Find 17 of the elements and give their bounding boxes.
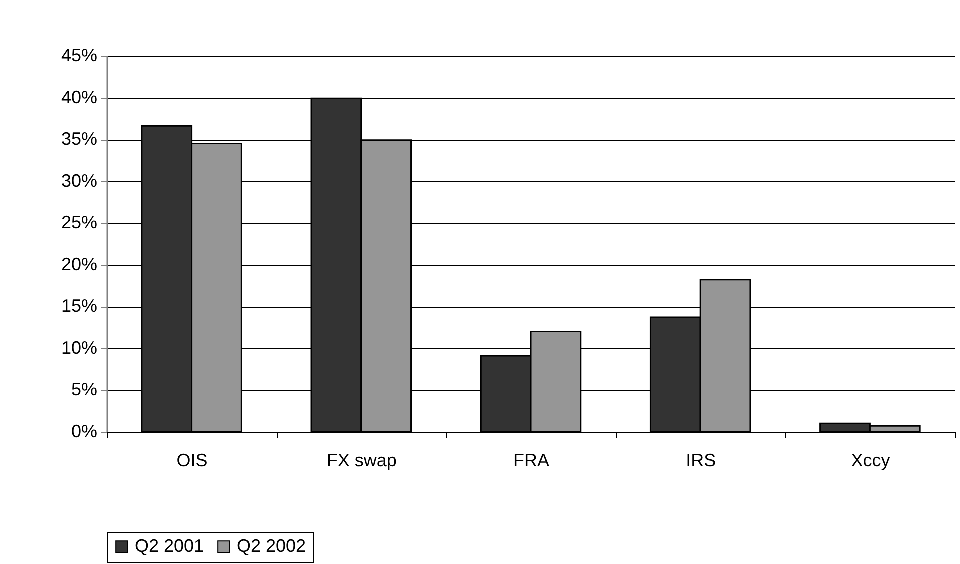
x-tick-label: OIS: [176, 450, 208, 470]
legend-label: Q2 2001: [135, 536, 204, 556]
y-tick-label: 0%: [71, 422, 98, 442]
x-tick-label: FRA: [514, 450, 550, 470]
x-tick-label: Xccy: [851, 450, 890, 470]
y-tick-label: 40%: [61, 87, 98, 108]
y-tick-label: 20%: [61, 254, 98, 274]
y-tick-label: 25%: [61, 212, 98, 233]
x-tick-label: IRS: [686, 450, 716, 470]
legend-label: Q2 2002: [237, 536, 306, 556]
x-tick-label: FX swap: [326, 450, 397, 470]
y-tick-label: 30%: [61, 170, 98, 191]
y-tick-label: 5%: [71, 380, 98, 400]
y-tick-label: 15%: [61, 296, 98, 316]
y-tick-label: 35%: [61, 129, 98, 150]
y-tick-label: 10%: [61, 338, 98, 358]
y-tick-label: 45%: [61, 46, 98, 66]
